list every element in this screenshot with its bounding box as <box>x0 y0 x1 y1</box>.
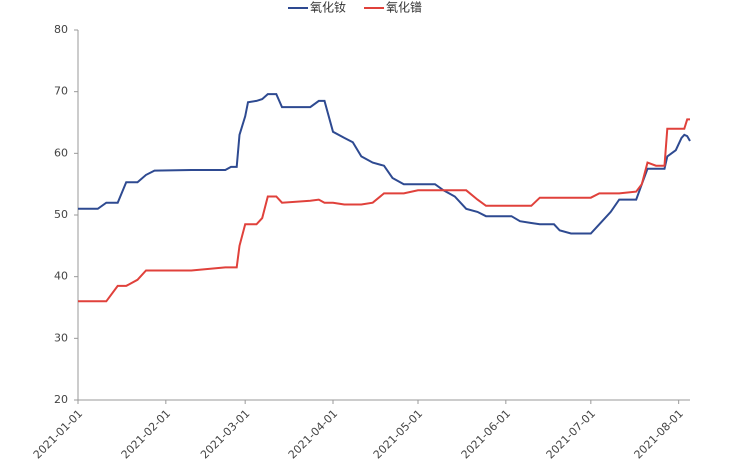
legend: 氧化钕 氧化镨 <box>288 0 422 15</box>
y-tick-label: 30 <box>54 331 68 344</box>
y-tick-label: 80 <box>54 23 68 36</box>
x-tick-label: 2021-04-01 <box>286 407 340 461</box>
y-tick-label: 70 <box>54 85 68 98</box>
series-line <box>78 93 691 235</box>
legend-label: 氧化镨 <box>386 0 422 15</box>
series-line <box>78 118 690 303</box>
y-tick-label: 40 <box>54 270 68 283</box>
x-tick-label: 2021-06-01 <box>459 407 513 461</box>
x-tick-label: 2021-08-01 <box>632 407 686 461</box>
y-tick-label: 50 <box>54 208 68 221</box>
y-tick-label: 20 <box>54 393 68 406</box>
x-tick-label: 2021-07-01 <box>544 407 598 461</box>
x-tick-label: 2021-02-01 <box>119 407 173 461</box>
y-tick-label: 60 <box>54 146 68 159</box>
x-tick-label: 2021-03-01 <box>198 407 252 461</box>
legend-label: 氧化钕 <box>310 0 346 15</box>
x-tick-label: 2021-05-01 <box>371 407 425 461</box>
x-tick-label: 2021-01-01 <box>31 407 85 461</box>
